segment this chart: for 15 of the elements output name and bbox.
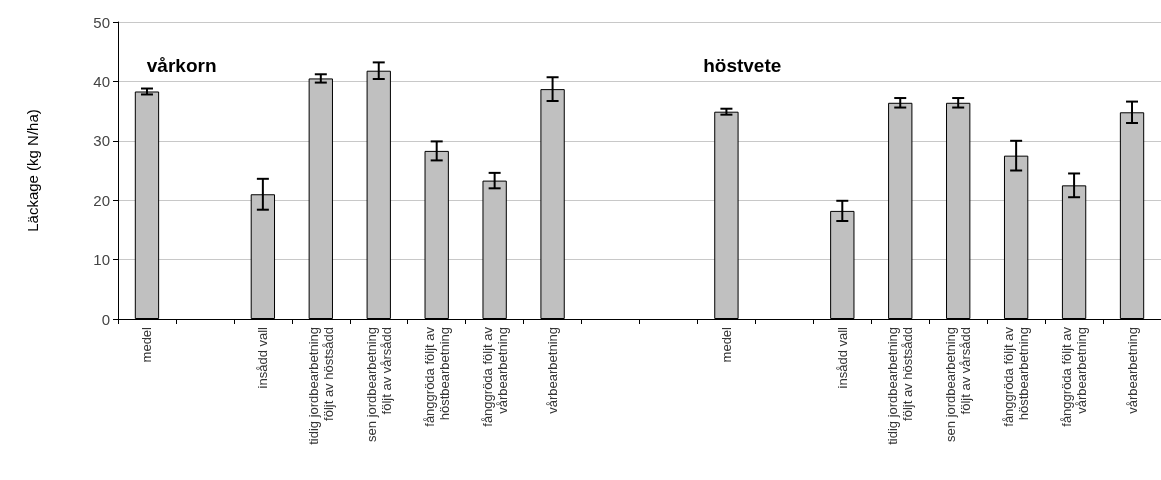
x-tick-label: medel xyxy=(718,326,734,363)
y-tick-label: 50 xyxy=(93,13,110,31)
y-tick-label: 20 xyxy=(93,191,110,209)
y-tick-label: 10 xyxy=(93,251,110,269)
x-tick-label: vårbearbetning xyxy=(1124,327,1140,414)
y-axis-title: Läckage (kg N/ha) xyxy=(24,109,41,232)
y-tick-label: 40 xyxy=(93,72,110,90)
y-tick-label: 30 xyxy=(93,132,110,150)
x-tick-label: insådd vall xyxy=(255,326,271,389)
annotation: höstvete xyxy=(703,55,782,76)
annotation: vårkorn xyxy=(146,55,217,76)
x-tick-label: medel xyxy=(139,326,155,363)
x-tick-label: insådd vall xyxy=(834,326,850,389)
y-tick-label: 0 xyxy=(101,310,110,328)
x-tick-label: vårbearbetning xyxy=(545,327,561,414)
